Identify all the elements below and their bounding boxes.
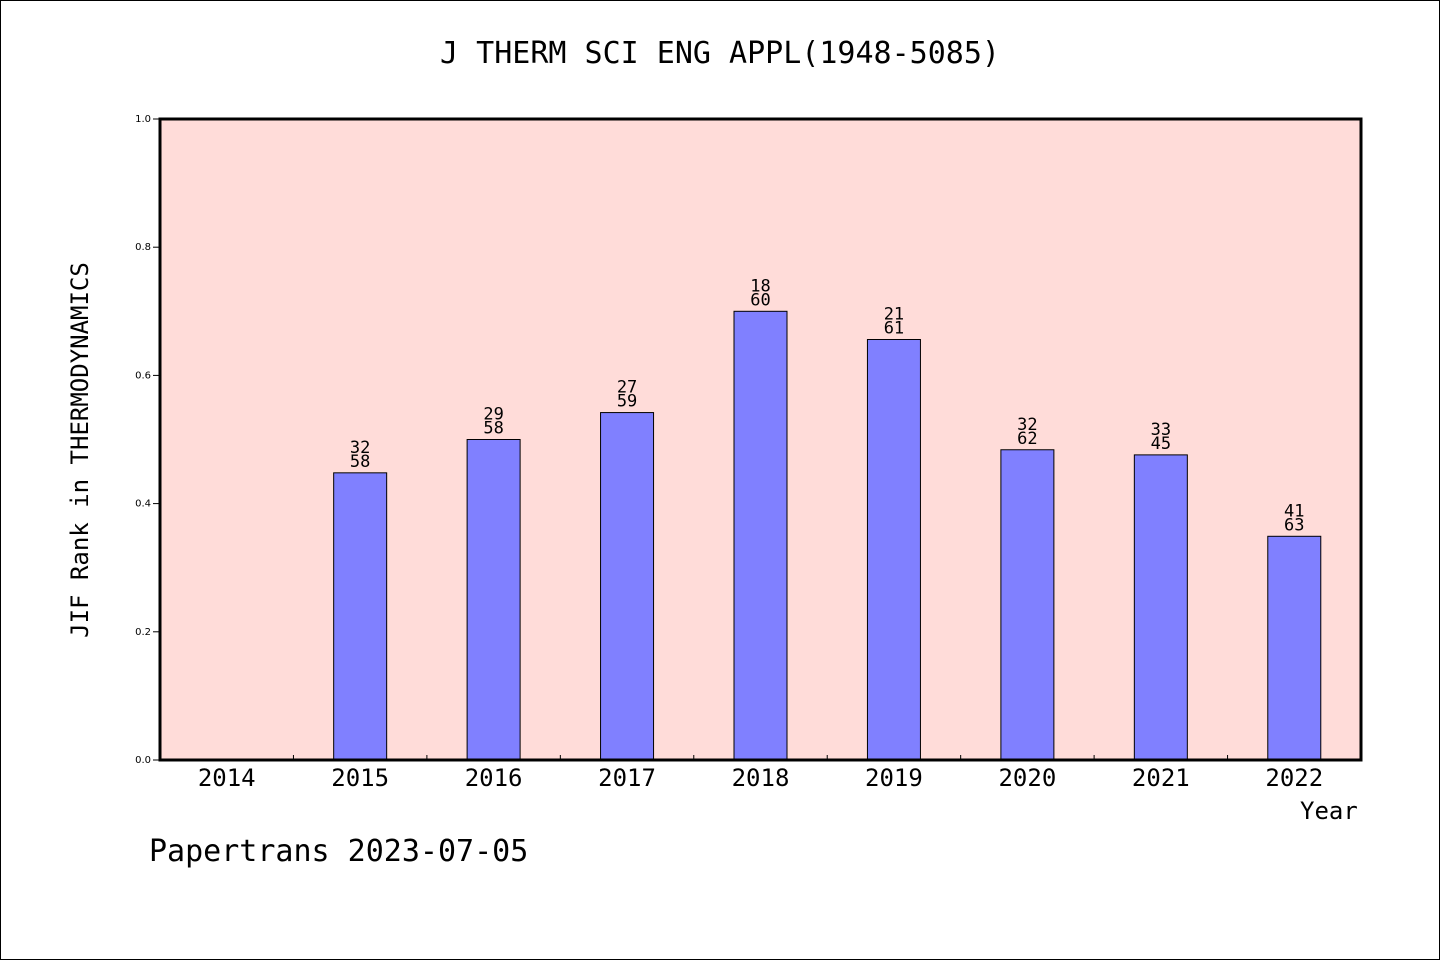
x-tick-label-2017: 2017 — [598, 764, 656, 792]
x-tick-label-2015: 2015 — [331, 764, 389, 792]
bar-total-label-2019: 61 — [884, 319, 904, 339]
footer-note: Papertrans 2023-07-05 — [149, 834, 529, 869]
plot-border — [158, 117, 1363, 762]
x-tick-label-2016: 2016 — [465, 764, 523, 792]
x-tick-label-2022: 2022 — [1265, 764, 1323, 792]
x-tick-label-2014: 2014 — [198, 764, 256, 792]
bar-total-label-2021: 45 — [1151, 434, 1171, 454]
x-tick-label-2020: 2020 — [998, 764, 1056, 792]
x-axis-title: Year — [1300, 797, 1358, 825]
bar-rank-label-2020: 32 — [1017, 415, 1037, 435]
chart-title: J THERM SCI ENG APPL(1948-5085) — [440, 36, 1000, 71]
x-tick-label-2021: 2021 — [1132, 764, 1190, 792]
bar-2015 — [333, 472, 388, 761]
bar-total-label-2020: 62 — [1017, 429, 1037, 449]
bar-total-label-2018: 60 — [750, 290, 770, 310]
y-tick-label-0.8: 0.8 — [135, 242, 151, 253]
y-tick-label-1.0: 1.0 — [135, 114, 151, 125]
x-tick-label-2019: 2019 — [865, 764, 923, 792]
bar-rank-label-2017: 27 — [617, 378, 637, 398]
bar-rank-label-2021: 33 — [1151, 420, 1171, 440]
y-tick-label-0.4: 0.4 — [135, 499, 151, 510]
bar-total-label-2016: 58 — [483, 419, 503, 439]
x-tick-label-2018: 2018 — [732, 764, 790, 792]
bar-rank-label-2016: 29 — [483, 405, 503, 425]
y-tick-label-0.0: 0.0 — [135, 755, 151, 766]
bar-rank-label-2018: 18 — [750, 276, 770, 296]
bar-2022 — [1267, 535, 1322, 761]
y-axis-title: JIF Rank in THERMODYNAMICS — [66, 262, 94, 638]
bar-2016 — [466, 439, 521, 761]
bar-2020 — [1000, 449, 1055, 761]
y-tick-label-0.6: 0.6 — [135, 370, 151, 381]
bar-rank-label-2019: 21 — [884, 305, 904, 325]
bar-total-label-2017: 59 — [617, 392, 637, 412]
y-tick-label-0.2: 0.2 — [135, 627, 151, 638]
bar-total-label-2015: 58 — [350, 452, 370, 472]
bar-rank-label-2022: 41 — [1284, 501, 1304, 521]
bar-2017 — [600, 412, 655, 761]
bar-2019 — [866, 339, 921, 761]
bar-2021 — [1133, 454, 1188, 761]
bar-total-label-2022: 63 — [1284, 515, 1304, 535]
bar-rank-label-2015: 32 — [350, 438, 370, 458]
bar-2018 — [733, 310, 788, 761]
